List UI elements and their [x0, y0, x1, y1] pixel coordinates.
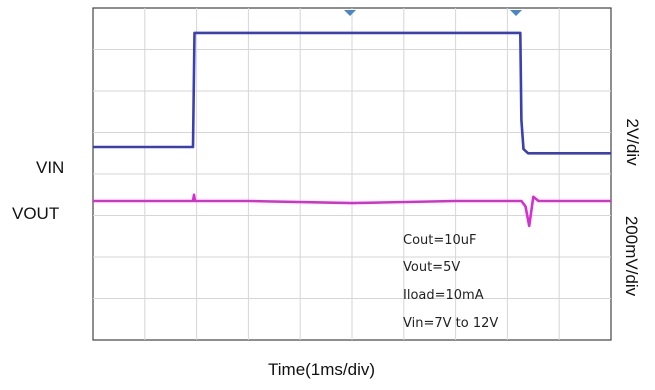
grid — [93, 8, 611, 340]
trigger-marker — [344, 10, 356, 16]
annotation-line: Vin=7V to 12V — [403, 316, 499, 331]
annotation-line: Vout=5V — [403, 260, 461, 275]
scale-label-vout: 200mV/div — [622, 215, 641, 297]
x-axis-label: Time(1ms/div) — [268, 360, 376, 379]
trace-vout — [93, 193, 611, 228]
annotation-line: Iload=10mA — [403, 288, 484, 303]
trace-vin — [93, 31, 611, 155]
annotation-line: Cout=10uF — [403, 233, 477, 248]
scale-label-vin: 2V/div — [623, 118, 642, 166]
traces — [93, 31, 611, 228]
trigger-marker — [510, 10, 522, 16]
channel-label-vout: VOUT — [12, 204, 60, 223]
channel-label-vin: VIN — [36, 158, 65, 177]
